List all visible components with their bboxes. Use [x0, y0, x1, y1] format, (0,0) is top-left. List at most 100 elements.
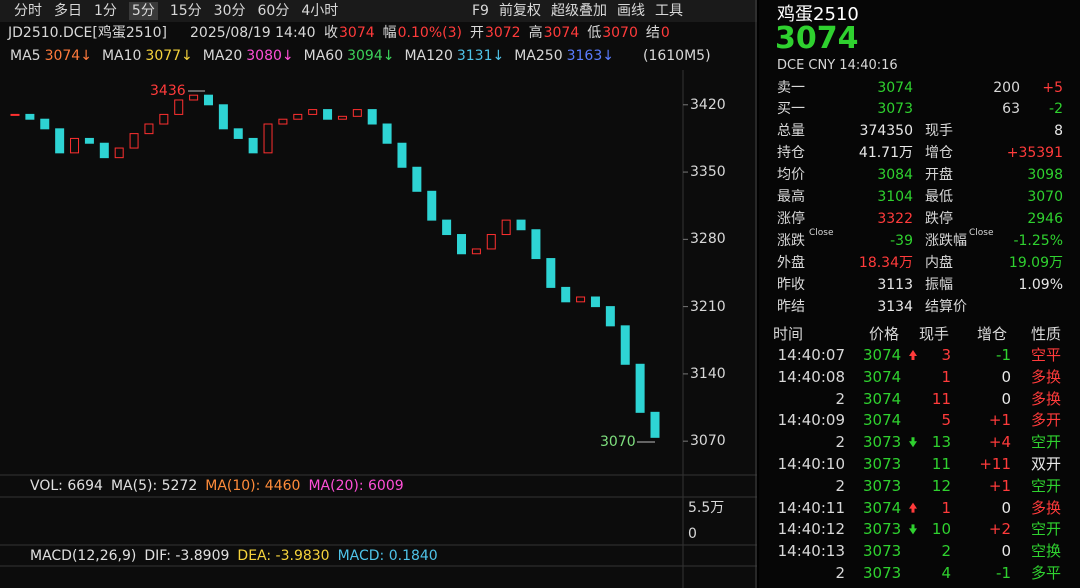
- timeframe-tab[interactable]: 多日: [54, 3, 82, 19]
- candle: [308, 109, 318, 115]
- candle: [590, 296, 600, 308]
- trade-price: 3073: [863, 542, 902, 561]
- trade-price: 3074: [863, 367, 902, 386]
- candle: [471, 248, 481, 255]
- candle: [99, 142, 109, 159]
- y-tick-label: 3210: [690, 298, 726, 315]
- stat-label: 外盘: [777, 255, 805, 271]
- stat-value: 374350: [859, 123, 913, 139]
- candle: [650, 411, 660, 438]
- info-label: 收: [324, 25, 338, 41]
- macd-stat: DIF: -3.8909: [144, 548, 230, 564]
- trade-price: 3074: [863, 389, 902, 408]
- candle: [174, 99, 184, 115]
- trade-price: 3074: [863, 346, 902, 364]
- trade-volume: 1: [941, 367, 951, 386]
- trade-price: 3073: [863, 455, 902, 473]
- trade-oi: +1: [988, 411, 1011, 430]
- stat-label: 均价: [777, 167, 805, 183]
- trade-header: 价格: [869, 325, 900, 343]
- candle: [367, 109, 377, 125]
- low-label: 3070: [600, 434, 636, 450]
- candle: [84, 137, 94, 144]
- timeframe-tab[interactable]: 15分: [169, 3, 202, 19]
- tool-button[interactable]: F9: [472, 3, 489, 19]
- stat-label: 开盘: [925, 167, 953, 183]
- y-tick-label: 3280: [690, 231, 726, 248]
- timeframe-tab[interactable]: 5分: [128, 2, 158, 20]
- trade-nature: 多换: [1031, 498, 1062, 517]
- trade-time: 14:40:12: [777, 520, 845, 539]
- stat-value: 3104: [877, 189, 913, 205]
- tool-button[interactable]: 超级叠加: [550, 3, 607, 19]
- volume-stat: MA(5): 5272: [110, 478, 198, 494]
- stat-value: -1.25%: [1013, 233, 1063, 249]
- ma-label: MA250: [514, 48, 563, 64]
- trade-volume: 4: [941, 564, 951, 582]
- info-value: 3074: [543, 25, 580, 41]
- trade-time: 2: [835, 389, 845, 408]
- trade-volume: 11: [931, 389, 951, 408]
- info-value: 3070: [602, 25, 638, 41]
- trade-oi: -1: [996, 564, 1011, 582]
- trade-oi: +4: [988, 433, 1011, 452]
- info-label: 结: [645, 25, 660, 41]
- timeframe-tab[interactable]: 4小时: [301, 3, 339, 19]
- trade-nature: 多开: [1031, 411, 1062, 430]
- y-tick-label: 3420: [690, 96, 726, 113]
- trade-nature: 多平: [1031, 564, 1062, 582]
- candle: [576, 296, 586, 303]
- book-change: +5: [1042, 80, 1063, 96]
- period: (1610M5): [643, 48, 711, 64]
- candle: [218, 104, 228, 130]
- trade-price: 3074: [863, 411, 902, 430]
- stat-value: 3134: [877, 299, 913, 315]
- chart-area: 分时 多日 1分 5分 15分 30分 60分 4小时 F9 前复权 超级叠加 画线 工具 JD2510.…: [0, 0, 757, 588]
- book-volume: 63: [1002, 101, 1020, 117]
- timeframe-tab[interactable]: 30分: [213, 3, 246, 19]
- trade-nature: 多换: [1031, 367, 1062, 386]
- ma-label: MA20: [202, 48, 243, 64]
- quote-meta: DCE CNY 14:40:16: [777, 58, 898, 73]
- tool-button[interactable]: 前复权: [498, 3, 541, 19]
- candle: [248, 137, 258, 154]
- stat-label: 最高: [777, 189, 805, 205]
- stat-label: 涨跌: [777, 233, 805, 249]
- candle: [605, 306, 615, 327]
- stat-label: 现手: [925, 123, 953, 139]
- trade-volume: 1: [941, 498, 951, 517]
- tool-button[interactable]: 工具: [654, 3, 683, 19]
- candle: [546, 258, 556, 288]
- candle: [323, 109, 333, 120]
- stat-tag: Close: [969, 228, 994, 238]
- candle: [263, 123, 273, 154]
- candle: [233, 128, 243, 139]
- timeframe-tab[interactable]: 60分: [257, 3, 290, 19]
- info-label: 幅: [382, 25, 397, 41]
- ma-value: 3094↓: [347, 48, 395, 64]
- volume-stat: MA(20): 6009: [308, 478, 404, 494]
- trade-header: 现手: [919, 325, 950, 343]
- info-label: 低: [587, 25, 602, 41]
- trade-header: 增仓: [977, 325, 1008, 343]
- stat-value: +35391: [1006, 145, 1063, 161]
- trade-volume: 12: [931, 476, 951, 495]
- ma-value: 3131↓: [456, 48, 505, 64]
- trade-oi: 0: [1001, 498, 1011, 517]
- stat-value: 3070: [1027, 189, 1063, 205]
- tool-button[interactable]: 画线: [616, 3, 645, 19]
- volume-tick: 0: [688, 526, 697, 542]
- candle: [114, 147, 124, 159]
- info-value: 3072: [484, 25, 521, 41]
- info-value: 0: [660, 25, 670, 41]
- candle: [486, 234, 496, 250]
- candle: [635, 363, 645, 413]
- chart-canvas: [0, 0, 757, 588]
- trade-price: 3073: [863, 520, 902, 539]
- stat-tag: Close: [809, 228, 834, 238]
- trade-price: 3073: [863, 564, 902, 582]
- timeframe-tab[interactable]: 1分: [94, 3, 117, 19]
- timeframe-tab[interactable]: 分时: [14, 3, 42, 19]
- trade-oi: +11: [979, 455, 1011, 473]
